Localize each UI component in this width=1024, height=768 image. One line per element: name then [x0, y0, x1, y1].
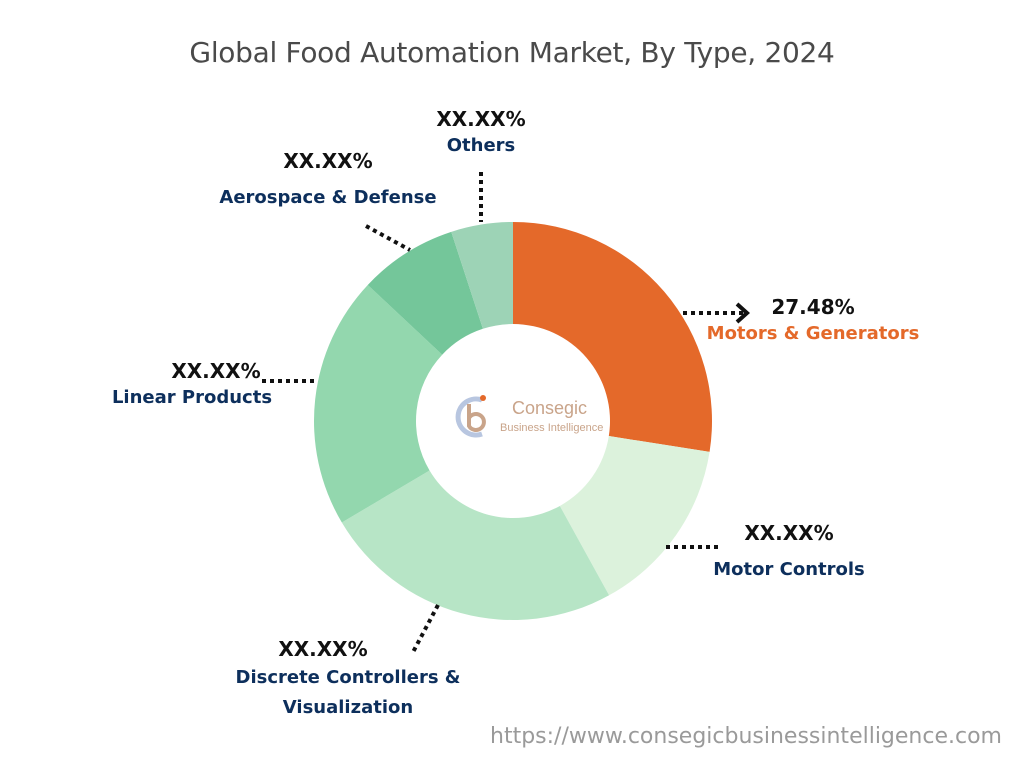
category-label: Others [446, 135, 516, 156]
label-discrete-controllers: XX.XX% Discrete Controllers & Visualizat… [226, 636, 470, 722]
watermark-subtitle: Business Intelligence [500, 422, 604, 434]
slice-motor-controls [559, 436, 710, 596]
category-label: Motors & Generators [706, 323, 920, 344]
category-label: Motor Controls [713, 559, 865, 580]
slice-motors-generators [513, 222, 712, 452]
arrowhead-icon [735, 302, 750, 324]
chart-title: Global Food Automation Market, By Type, … [189, 36, 835, 69]
watermark: Consegic Business Intelligence [452, 390, 622, 450]
label-motor-controls: XX.XX% Motor Controls [706, 520, 872, 584]
value-label: XX.XX% [436, 107, 526, 131]
slice-discrete-controllers-visualization [341, 470, 610, 620]
slice-aerospace-defense [367, 231, 483, 355]
category-label-line1: Discrete Controllers & [235, 667, 461, 688]
value-label: XX.XX% [744, 521, 834, 545]
label-aerospace-defense: XX.XX% Aerospace & Defense [216, 148, 440, 212]
value-label: XX.XX% [278, 637, 368, 661]
slice-linear-products [314, 284, 443, 523]
watermark-name: Consegic [512, 398, 588, 418]
slice-others [451, 222, 513, 329]
category-label: Linear Products [111, 387, 273, 408]
value-label: 27.48% [771, 295, 855, 319]
source-url: https://www.consegicbusinessintelligence… [490, 724, 1002, 749]
consegic-logo-icon [455, 395, 486, 438]
value-label: XX.XX% [283, 149, 373, 173]
label-motors-generators: 27.48% Motors & Generators [700, 294, 926, 348]
category-label-line2: Visualization [282, 697, 414, 718]
leader-aerospace [365, 224, 411, 252]
category-label: Aerospace & Defense [219, 187, 437, 208]
value-label: XX.XX% [171, 359, 261, 383]
leader-discrete [410, 604, 440, 655]
label-others: XX.XX% Others [420, 106, 542, 160]
label-linear-products: XX.XX% Linear Products [104, 358, 280, 412]
